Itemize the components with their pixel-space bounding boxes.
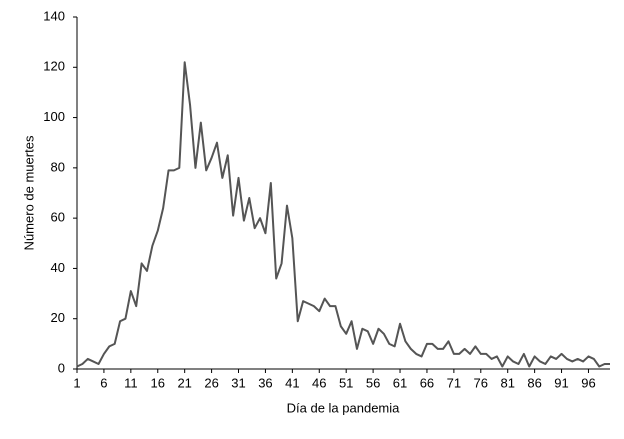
- y-tick-label: 120: [43, 59, 65, 74]
- y-axis-title: Número de muertes: [21, 135, 36, 250]
- x-tick-label: 1: [73, 375, 80, 390]
- x-tick-label: 91: [554, 375, 568, 390]
- x-tick-label: 71: [447, 375, 461, 390]
- y-tick-label: 140: [43, 8, 65, 23]
- y-tick-label: 100: [43, 109, 65, 124]
- x-tick-label: 41: [285, 375, 299, 390]
- x-tick-label: 86: [527, 375, 541, 390]
- data-line: [76, 61, 610, 368]
- x-tick-label: 6: [100, 375, 107, 390]
- x-tick-label: 26: [204, 375, 218, 390]
- x-tick-label: 56: [366, 375, 380, 390]
- x-tick-label: 46: [312, 375, 326, 390]
- y-tick-label: 0: [58, 360, 65, 375]
- y-tick-label: 60: [51, 210, 65, 225]
- x-tick-label: 81: [500, 375, 514, 390]
- x-tick-label: 66: [420, 375, 434, 390]
- y-tick-label: 40: [51, 260, 65, 275]
- x-tick-label: 51: [339, 375, 353, 390]
- y-tick-label: 20: [51, 310, 65, 325]
- x-tick-label: 36: [258, 375, 272, 390]
- x-axis-title: Día de la pandemia: [287, 400, 401, 415]
- x-tick-label: 96: [581, 375, 595, 390]
- x-tick-label: 76: [474, 375, 488, 390]
- y-tick-label: 80: [51, 159, 65, 174]
- x-tick-label: 61: [393, 375, 407, 390]
- x-tick-label: 21: [177, 375, 191, 390]
- x-tick-label: 16: [151, 375, 165, 390]
- x-tick-label: 11: [124, 375, 138, 390]
- x-tick-label: 31: [231, 375, 245, 390]
